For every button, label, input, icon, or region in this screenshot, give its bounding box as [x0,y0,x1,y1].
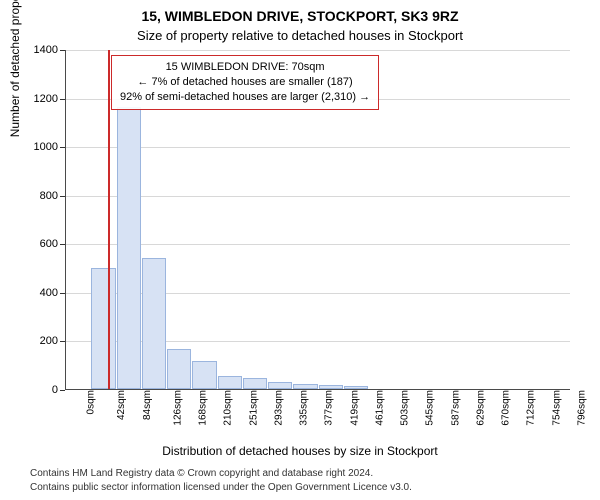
property-info-box: 15 WIMBLEDON DRIVE: 70sqm← 7% of detache… [111,55,379,110]
credits-line-2: Contains public sector information licen… [30,481,412,495]
histogram-bar [344,386,368,389]
histogram-bar [192,361,216,389]
y-tick-mark [60,99,65,100]
x-tick-label: 629sqm [475,390,486,426]
credits-text: Contains HM Land Registry data © Crown c… [30,467,412,494]
y-tick-mark [60,390,65,391]
x-tick-label: 42sqm [116,390,127,420]
histogram-bar [293,384,317,389]
x-tick-label: 84sqm [142,390,153,420]
x-tick-label: 126sqm [172,390,183,426]
x-tick-label: 545sqm [425,390,436,426]
histogram-bar [117,107,141,389]
x-tick-label: 503sqm [400,390,411,426]
histogram-bar [268,382,292,389]
gridline [66,244,570,245]
x-tick-label: 419sqm [349,390,360,426]
property-marker-line [108,50,110,389]
credits-line-1: Contains HM Land Registry data © Crown c… [30,467,412,481]
y-tick-mark [60,196,65,197]
x-tick-label: 210sqm [223,390,234,426]
y-tick-label: 0 [18,384,58,396]
x-tick-label: 251sqm [248,390,259,426]
x-tick-label: 712sqm [526,390,537,426]
y-tick-label: 1200 [18,93,58,105]
y-tick-label: 600 [18,238,58,250]
y-tick-mark [60,147,65,148]
gridline [66,147,570,148]
y-tick-mark [60,244,65,245]
histogram-bar [319,385,343,389]
histogram-bar [91,268,115,389]
x-tick-label: 293sqm [273,390,284,426]
gridline [66,196,570,197]
y-tick-label: 200 [18,335,58,347]
x-tick-label: 670sqm [501,390,512,426]
info-box-line: ← 7% of detached houses are smaller (187… [120,75,370,90]
y-tick-label: 400 [18,287,58,299]
y-tick-label: 1000 [18,141,58,153]
histogram-bar [142,258,166,389]
info-box-line: 92% of semi-detached houses are larger (… [120,90,370,105]
y-tick-mark [60,341,65,342]
info-box-line: 15 WIMBLEDON DRIVE: 70sqm [120,60,370,75]
x-tick-label: 377sqm [324,390,335,426]
x-tick-label: 335sqm [299,390,310,426]
x-tick-label: 0sqm [85,390,96,414]
y-tick-mark [60,50,65,51]
x-tick-label: 587sqm [450,390,461,426]
x-tick-label: 461sqm [374,390,385,426]
x-tick-label: 754sqm [551,390,562,426]
y-tick-label: 1400 [18,44,58,56]
histogram-bar [167,349,191,389]
x-tick-label: 796sqm [576,390,587,426]
gridline [66,50,570,51]
chart-title-description: Size of property relative to detached ho… [0,28,600,43]
x-axis-label: Distribution of detached houses by size … [0,444,600,458]
chart-title-address: 15, WIMBLEDON DRIVE, STOCKPORT, SK3 9RZ [0,8,600,24]
y-axis-label: Number of detached properties [8,0,22,137]
x-tick-label: 168sqm [198,390,209,426]
histogram-bar [218,376,242,389]
plot-area: 15 WIMBLEDON DRIVE: 70sqm← 7% of detache… [65,50,570,390]
y-tick-mark [60,293,65,294]
y-tick-label: 800 [18,190,58,202]
chart-container: 15, WIMBLEDON DRIVE, STOCKPORT, SK3 9RZ … [0,0,600,500]
histogram-bar [243,378,267,389]
